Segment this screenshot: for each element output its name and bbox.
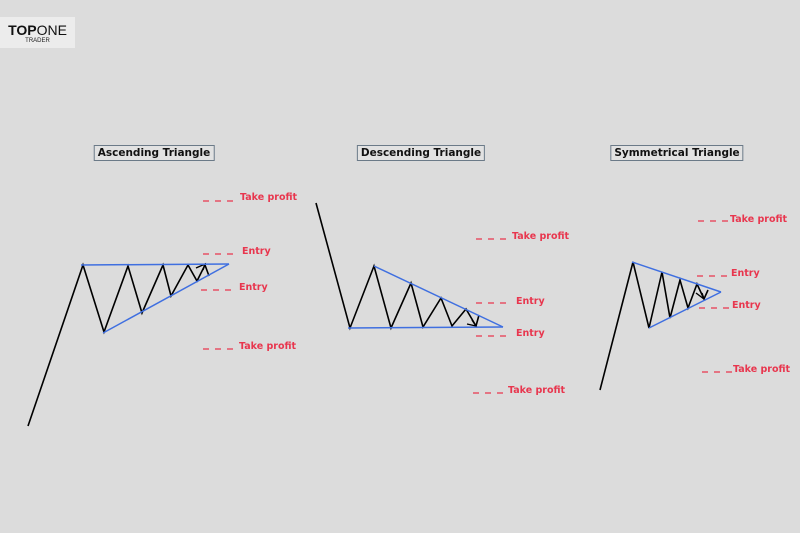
symmetrical-triangle-title: Symmetrical Triangle bbox=[610, 145, 744, 161]
ascending-triangle bbox=[27, 200, 235, 427]
topone-trader-logo: TOPONE TRADER bbox=[0, 17, 75, 48]
descending-support-line bbox=[347, 326, 504, 329]
ascending-entry-lower: Entry bbox=[239, 282, 268, 293]
descending-entry-lower: Entry bbox=[516, 328, 545, 339]
descending-triangle-title: Descending Triangle bbox=[356, 145, 486, 161]
symmetrical-price-path bbox=[599, 261, 709, 391]
symmetrical-upper-line bbox=[631, 261, 722, 293]
logo-wordmark: TOPONE bbox=[8, 22, 67, 38]
descending-resistance-line bbox=[373, 265, 504, 328]
descending-price-path bbox=[315, 202, 480, 331]
descending-triangle bbox=[315, 202, 508, 394]
descending-entry-upper: Entry bbox=[516, 296, 545, 307]
ascending-level-dashes bbox=[201, 200, 235, 350]
descending-level-dashes bbox=[473, 238, 508, 394]
descending-take-profit-upper: Take profit bbox=[512, 231, 570, 242]
ascending-take-profit-upper: Take profit bbox=[240, 192, 298, 203]
symmetrical-level-dashes bbox=[697, 220, 734, 373]
ascending-support-line bbox=[102, 263, 230, 334]
logo-subtitle: TRADER bbox=[25, 38, 50, 44]
descending-take-profit-lower: Take profit bbox=[508, 385, 566, 396]
ascending-resistance-line bbox=[80, 263, 230, 266]
ascending-take-profit-lower: Take profit bbox=[239, 341, 297, 352]
symmetrical-entry-upper: Entry bbox=[731, 268, 760, 279]
symmetrical-entry-lower: Entry bbox=[732, 300, 761, 311]
ascending-entry-upper: Entry bbox=[242, 246, 271, 257]
symmetrical-triangle bbox=[599, 220, 734, 391]
symmetrical-take-profit-lower: Take profit bbox=[733, 364, 791, 375]
symmetrical-breakout-arrow bbox=[695, 292, 706, 301]
descending-breakout-arrow bbox=[466, 319, 478, 328]
ascending-triangle-title: Ascending Triangle bbox=[93, 145, 215, 161]
symmetrical-take-profit-upper: Take profit bbox=[730, 214, 788, 225]
symmetrical-lower-line bbox=[648, 291, 722, 329]
